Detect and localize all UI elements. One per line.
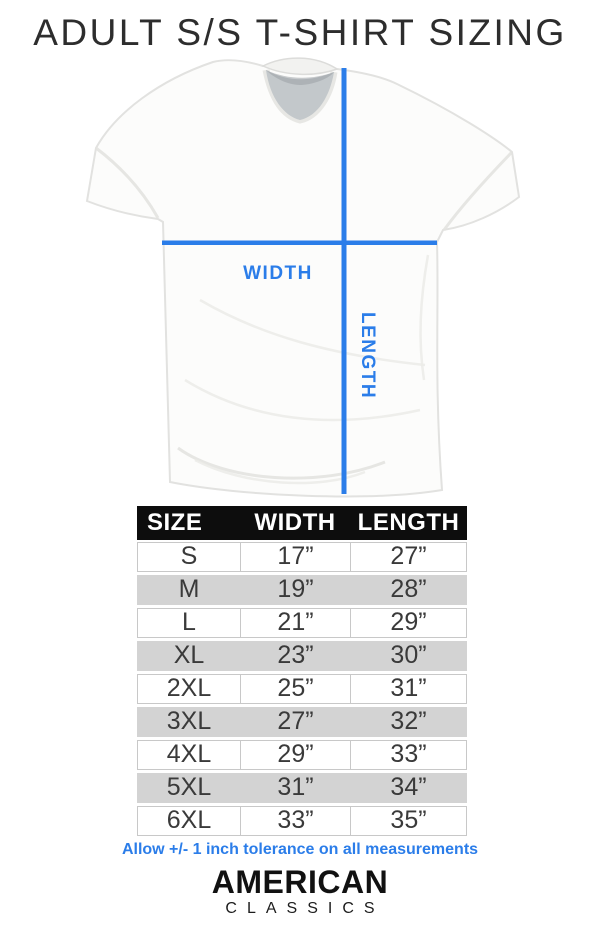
size-cell: XL (173, 641, 205, 669)
right-sleeve-seam (442, 150, 514, 231)
brand-name: AMERICAN (211, 864, 389, 900)
wrinkle-line (199, 298, 426, 367)
length-cell: 27” (350, 543, 466, 571)
header-size: SIZE (147, 509, 203, 536)
wrinkle-line (419, 254, 430, 381)
length-cell: 32” (390, 707, 427, 735)
header-length: LENGTH (357, 509, 460, 536)
width-measure-line (162, 240, 437, 245)
size-cell: M (178, 575, 200, 603)
width-cell: 23” (277, 641, 314, 669)
size-cell: 6XL (166, 806, 212, 834)
neck-opening (266, 70, 334, 120)
size-table-body: S 17” 27” M 19” 28” L 21” 29” XL 23” 30”… (137, 542, 467, 836)
table-row: 5XL 31” 34” (137, 773, 467, 803)
brand-subname: CLASSICS (225, 900, 385, 917)
size-cell: 5XL (166, 773, 212, 801)
size-table-header: SIZE WIDTH LENGTH (137, 506, 467, 540)
width-dimension-label: WIDTH (243, 263, 313, 284)
table-row: S 17” 27” (137, 542, 467, 572)
width-cell: 19” (277, 575, 314, 603)
length-cell: 29” (350, 609, 466, 637)
header-width: WIDTH (254, 509, 336, 536)
size-table: SIZE WIDTH LENGTH S 17” 27” M 19” 28” L … (137, 506, 467, 839)
width-cell: 33” (240, 807, 350, 835)
table-row: 2XL 25” 31” (137, 674, 467, 704)
tshirt-silhouette (85, 59, 521, 498)
width-cell: 27” (277, 707, 314, 735)
width-cell: 21” (240, 609, 350, 637)
size-cell: S (180, 542, 198, 570)
table-row: 6XL 33” 35” (137, 806, 467, 836)
page-title: ADULT S/S T-SHIRT SIZING (33, 12, 567, 53)
collar-band (261, 57, 339, 76)
width-cell: 29” (240, 741, 350, 769)
size-cell: 2XL (166, 674, 212, 702)
neck-opening-shadow (266, 70, 334, 85)
length-dimension-label: LENGTH (357, 312, 378, 400)
table-row: M 19” 28” (137, 575, 467, 605)
hem-fold-inner (194, 458, 366, 485)
length-cell: 31” (350, 675, 466, 703)
table-row: XL 23” 30” (137, 641, 467, 671)
brand-logo: AMERICAN CLASSICS (0, 866, 600, 918)
size-cell: 4XL (166, 740, 212, 768)
hem-fold (177, 446, 386, 480)
tolerance-note: Allow +/- 1 inch tolerance on all measur… (121, 841, 479, 858)
table-row: 4XL 29” 33” (137, 740, 467, 770)
left-sleeve-seam (95, 146, 160, 219)
table-row: 3XL 27” 32” (137, 707, 467, 737)
length-cell: 35” (350, 807, 466, 835)
length-cell: 34” (390, 773, 427, 801)
tshirt-image (85, 57, 521, 498)
width-cell: 25” (240, 675, 350, 703)
length-cell: 30” (390, 641, 427, 669)
tshirt-figure: WIDTH LENGTH (0, 50, 600, 510)
width-cell: 17” (240, 543, 350, 571)
wrinkle-line (184, 378, 421, 422)
length-cell: 28” (390, 575, 427, 603)
size-cell: L (182, 608, 196, 636)
width-cell: 31” (277, 773, 314, 801)
length-measure-line (341, 68, 347, 494)
length-cell: 33” (350, 741, 466, 769)
size-cell: 3XL (166, 707, 212, 735)
table-row: L 21” 29” (137, 608, 467, 638)
